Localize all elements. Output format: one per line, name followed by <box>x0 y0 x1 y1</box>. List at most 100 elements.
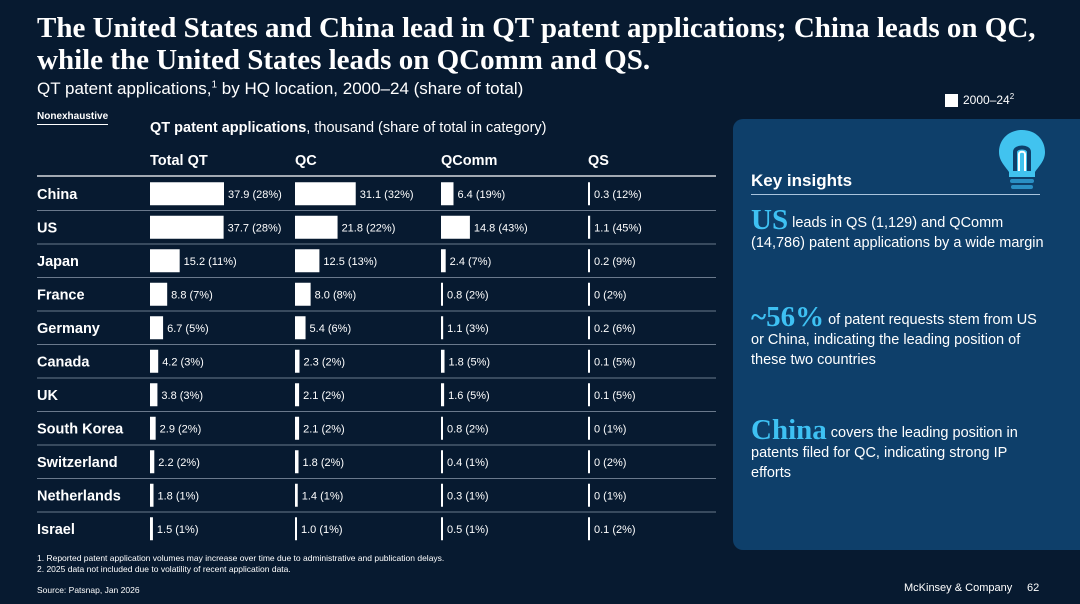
data-label-china-qs: 0.3 (12%) <box>594 189 642 201</box>
page-number: 62 <box>1027 582 1040 594</box>
data-label-netherlands-qs: 0 (1%) <box>594 490 626 502</box>
bar-netherlands-total-qt <box>150 483 154 507</box>
data-label-netherlands-qcomm: 0.3 (1%) <box>447 490 489 502</box>
row-label-south-korea: South Korea <box>37 421 124 437</box>
footnote-1: 1. Reported patent application volumes m… <box>37 553 445 563</box>
bar-netherlands-qs <box>588 483 590 507</box>
insight-us: US leads in QS (1,129) and QComm (14,786… <box>751 206 1046 253</box>
data-label-switzerland-qc: 1.8 (2%) <box>303 457 345 469</box>
nonexhaustive-label: Nonexhaustive <box>37 111 109 125</box>
legend-swatch <box>945 93 958 107</box>
row-label-france: France <box>37 287 85 303</box>
data-label-uk-qcomm: 1.6 (5%) <box>448 390 490 402</box>
bar-south-korea-total-qt <box>150 416 156 440</box>
data-label-south-korea-qcomm: 0.8 (2%) <box>447 423 489 435</box>
data-label-canada-total-qt: 4.2 (3%) <box>162 356 204 368</box>
data-label-us-qs: 1.1 (45%) <box>594 222 642 234</box>
insight-share: ~56% of patent requests stem from US or … <box>751 303 1046 370</box>
row-label-israel: Israel <box>37 522 75 538</box>
bar-south-korea-qcomm <box>441 416 443 440</box>
bar-us-qs <box>588 215 591 239</box>
row-label-china: China <box>37 187 78 203</box>
data-label-switzerland-qs: 0 (2%) <box>594 457 626 469</box>
data-label-israel-qc: 1.0 (1%) <box>301 524 343 536</box>
key-insights-divider <box>751 194 1040 195</box>
chart-heading-bold: QT patent applications <box>150 120 307 136</box>
data-label-south-korea-qc: 2.1 (2%) <box>303 423 345 435</box>
data-label-israel-total-qt: 1.5 (1%) <box>157 524 199 536</box>
row-label-netherlands: Netherlands <box>37 488 121 504</box>
insight-china-text: covers the leading position in patents f… <box>751 425 1018 481</box>
bar-germany-total-qt <box>150 316 164 340</box>
bar-south-korea-qs <box>588 416 590 440</box>
key-insights-heading: Key insights <box>751 171 853 190</box>
data-label-japan-qc: 12.5 (13%) <box>323 256 377 268</box>
column-header-total-qt: Total QT <box>150 153 208 169</box>
data-label-south-korea-qs: 0 (1%) <box>594 423 626 435</box>
data-label-japan-total-qt: 15.2 (11%) <box>184 256 237 268</box>
data-label-israel-qs: 0.1 (2%) <box>594 524 636 536</box>
data-label-south-korea-total-qt: 2.9 (2%) <box>160 423 202 435</box>
bar-germany-qc <box>295 316 306 340</box>
key-insights-panel <box>733 119 1080 550</box>
data-label-netherlands-qc: 1.4 (1%) <box>302 490 344 502</box>
bar-canada-qs <box>588 349 590 373</box>
row-label-switzerland: Switzerland <box>37 455 118 471</box>
data-label-switzerland-total-qt: 2.2 (2%) <box>158 457 200 469</box>
bar-south-korea-qc <box>295 416 300 440</box>
column-header-qcomm: QComm <box>441 153 497 169</box>
row-label-germany: Germany <box>37 321 100 337</box>
data-label-us-qc: 21.8 (22%) <box>342 222 396 234</box>
subtitle-rest: by HQ location, 2000–24 (share of total) <box>217 79 524 98</box>
bar-japan-qc <box>295 249 320 273</box>
bar-canada-qcomm <box>441 349 445 373</box>
data-label-france-qs: 0 (2%) <box>594 289 626 301</box>
bar-uk-total-qt <box>150 383 158 407</box>
bar-israel-qcomm <box>441 517 443 541</box>
bar-france-total-qt <box>150 282 168 306</box>
bar-us-total-qt <box>150 215 224 239</box>
data-label-switzerland-qcomm: 0.4 (1%) <box>447 457 489 469</box>
data-label-japan-qs: 0.2 (9%) <box>594 256 636 268</box>
bar-china-qs <box>588 182 590 206</box>
data-label-us-total-qt: 37.7 (28%) <box>228 222 282 234</box>
data-label-uk-qs: 0.1 (5%) <box>594 390 636 402</box>
insight-share-text: of patent requests stem from US or China… <box>751 312 1037 368</box>
insight-china: China covers the leading position in pat… <box>751 416 1046 483</box>
data-label-netherlands-total-qt: 1.8 (1%) <box>158 490 200 502</box>
bar-uk-qc <box>295 383 300 407</box>
bar-switzerland-qc <box>295 450 299 474</box>
data-label-germany-qs: 0.2 (6%) <box>594 323 636 335</box>
slide-title: The United States and China lead in QT p… <box>37 12 1036 76</box>
bar-uk-qs <box>588 383 590 407</box>
subtitle-footnote-ref: 1 <box>211 79 218 91</box>
bar-japan-qcomm <box>441 249 446 273</box>
bar-germany-qcomm <box>441 316 444 340</box>
data-label-china-qcomm: 6.4 (19%) <box>457 189 505 201</box>
lightbulb-icon <box>999 130 1045 189</box>
data-label-us-qcomm: 14.8 (43%) <box>474 222 528 234</box>
data-label-uk-total-qt: 3.8 (3%) <box>161 390 203 402</box>
insight-us-text: leads in QS (1,129) and QComm (14,786) p… <box>751 215 1044 251</box>
bar-china-qc <box>295 182 356 206</box>
data-label-france-qcomm: 0.8 (2%) <box>447 289 489 301</box>
bar-netherlands-qcomm <box>441 483 443 507</box>
chart-heading: QT patent applications, thousand (share … <box>150 120 547 136</box>
row-label-uk: UK <box>37 388 58 404</box>
bar-china-total-qt <box>150 182 224 206</box>
legend-label: 2000–242 <box>963 92 1015 108</box>
column-header-qc: QC <box>295 153 317 169</box>
row-label-us: US <box>37 220 57 236</box>
chart-heading-rest: , thousand (share of total in category) <box>306 120 547 136</box>
bar-israel-qc <box>295 517 297 541</box>
column-header-qs: QS <box>588 153 609 169</box>
insight-china-highlight: China <box>751 414 827 446</box>
data-label-china-qc: 31.1 (32%) <box>360 189 414 201</box>
chart-legend: 2000–242 <box>945 93 1014 107</box>
data-label-france-total-qt: 8.8 (7%) <box>171 289 213 301</box>
brand-name: McKinsey & Company <box>904 582 1013 594</box>
footnote-2: 2. 2025 data not included due to volatil… <box>37 564 291 574</box>
bar-israel-total-qt <box>150 517 153 541</box>
bar-switzerland-qcomm <box>441 450 443 474</box>
